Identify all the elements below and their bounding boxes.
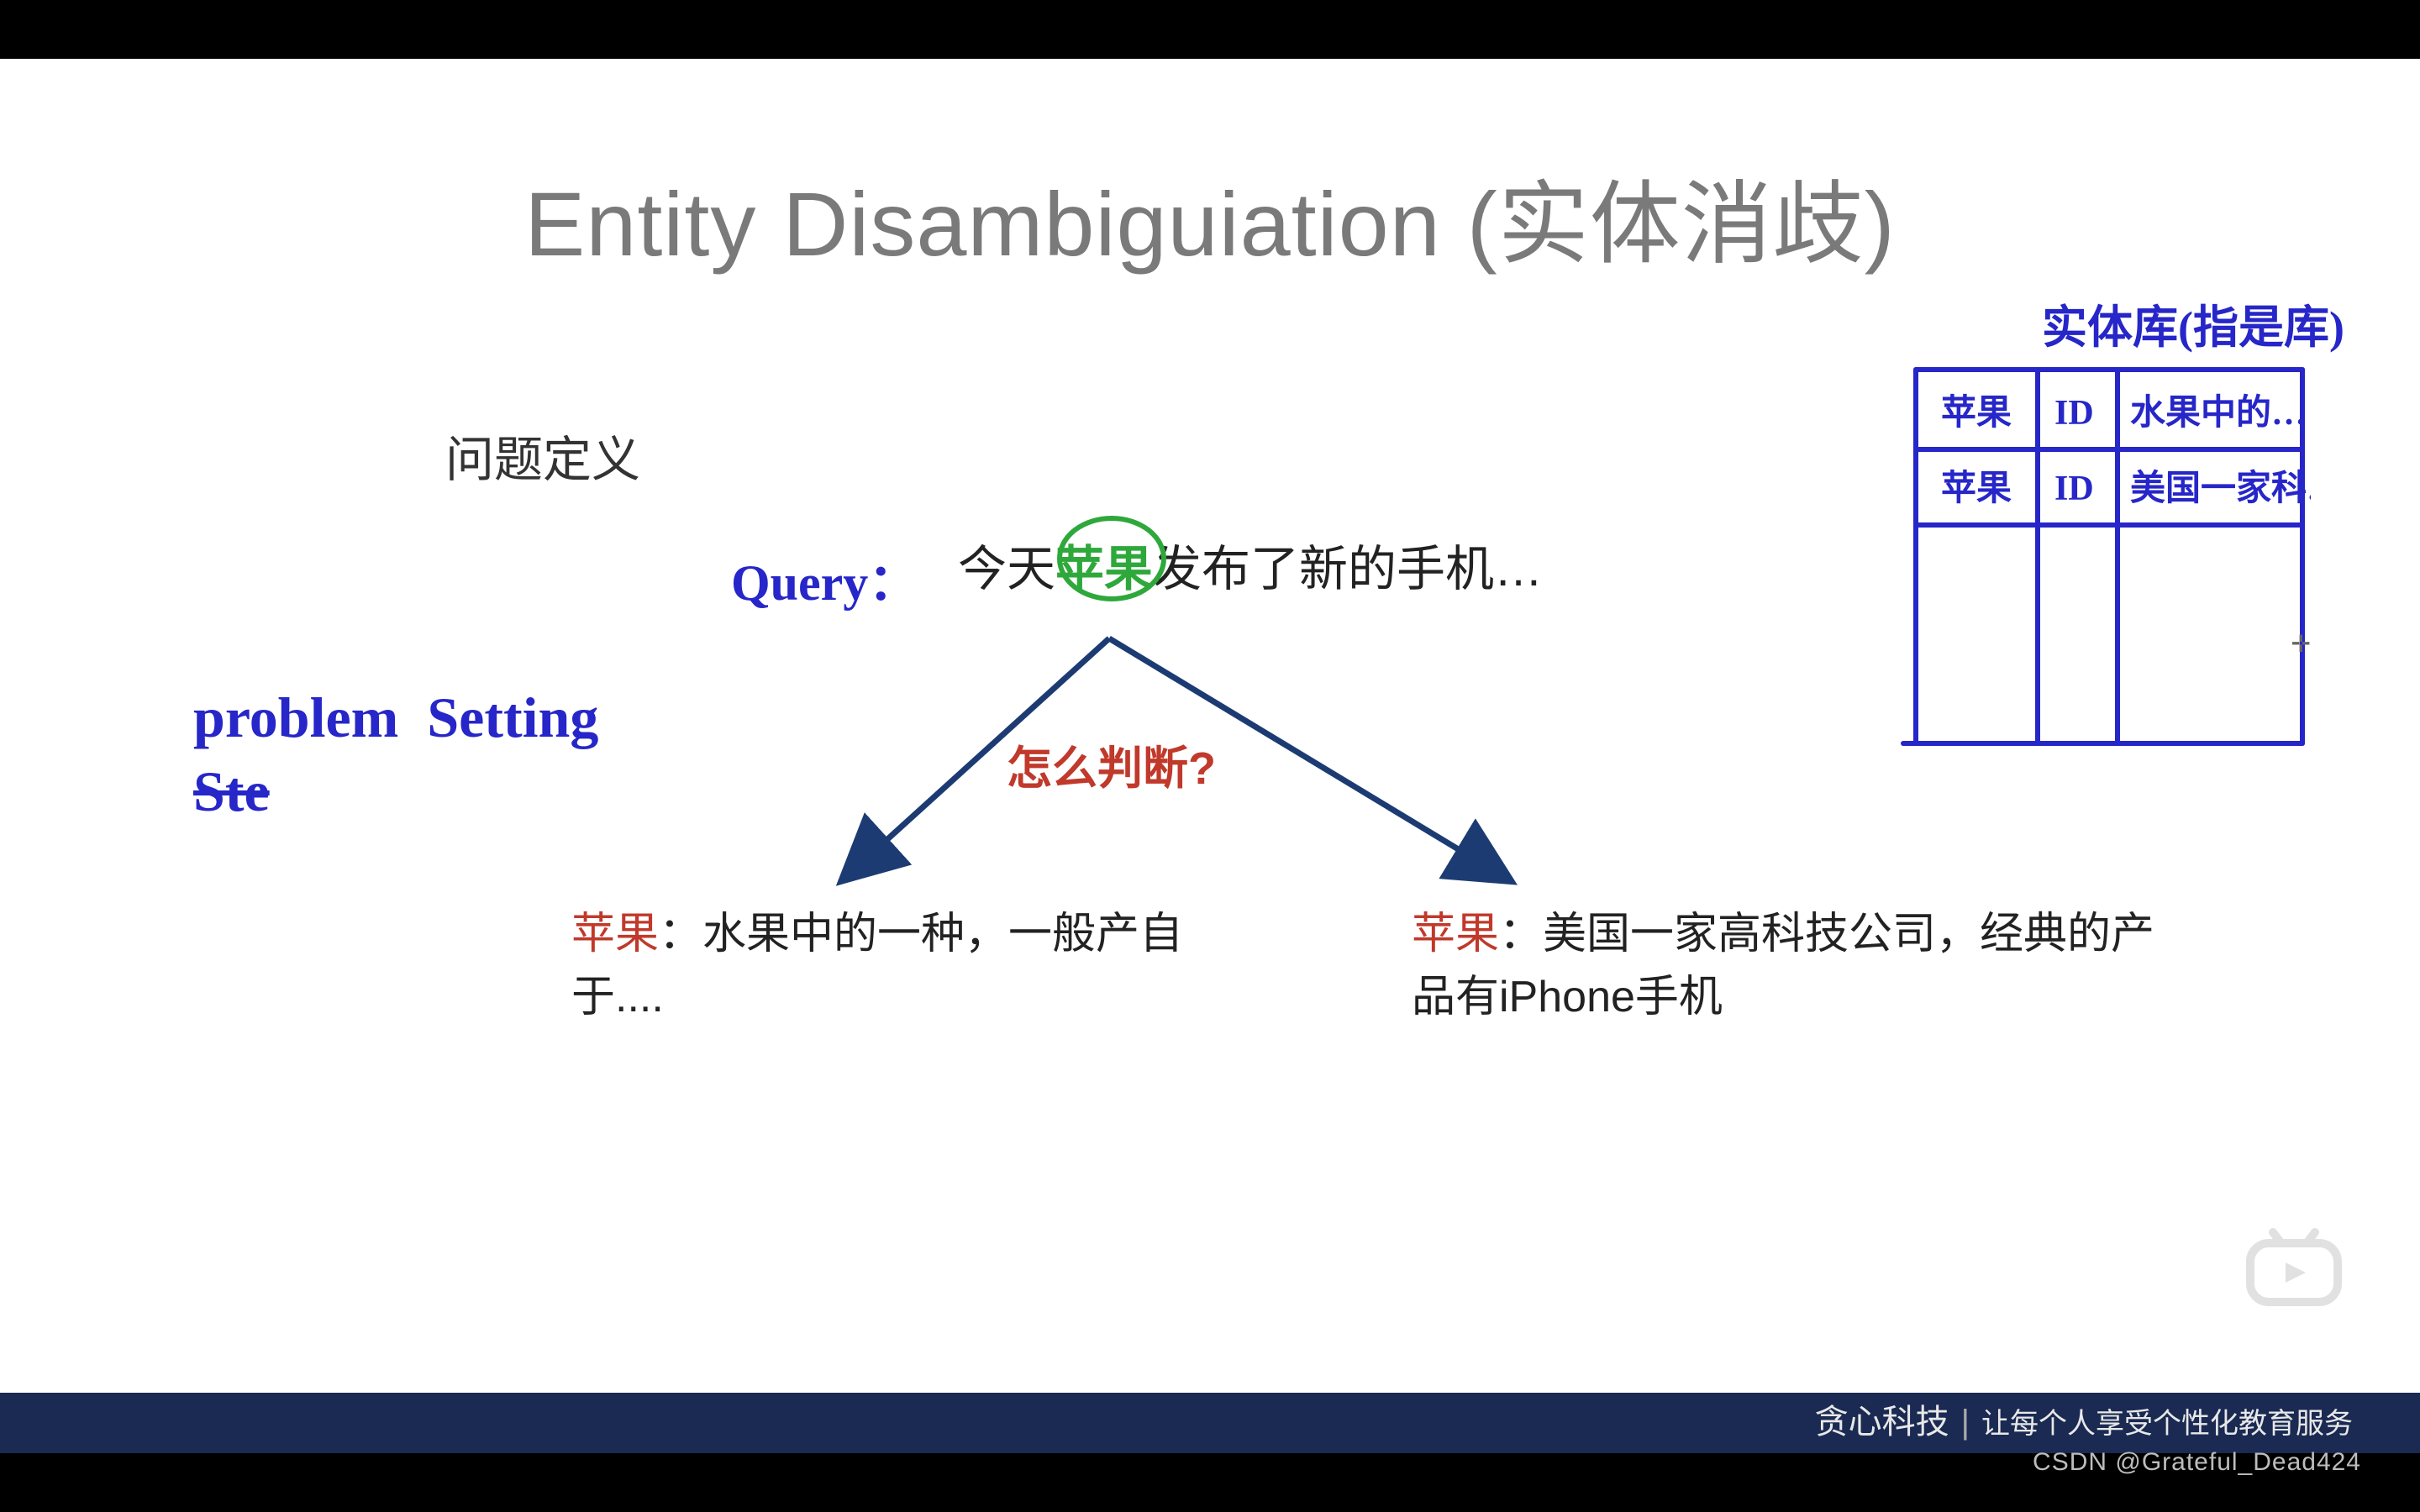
handwritten-word-problem: problem [193,685,398,749]
cursor-crosshair-icon: ✛ [2291,630,2311,658]
db-r1-c2: ID [2054,394,2094,433]
db-r1-c3: 水果中的… [2130,393,2307,433]
db-r2-c2: ID [2054,470,2094,508]
query-sentence: 今天苹果发布了新的手机… [958,529,1543,600]
db-r2-c3: 美国一家科… [2130,469,2311,508]
definition-right-entity: 苹果 [1412,910,1499,958]
footer-divider: | [1961,1404,1970,1441]
definition-right-text: ：美国一家高科技公司，经典的产品有iPhone手机 [1412,910,2154,1021]
footer-bar: 贪心科技 | 让每个人享受个性化教育服务 [0,1393,2420,1453]
footer-tagline: 让每个人享受个性化教育服务 [1981,1408,2353,1440]
slide-stage: Entity Disambiguiation (实体消歧) 问题定义 Query… [0,59,2420,1453]
query-prefix: 今天 [958,542,1055,596]
definition-left: 苹果：水果中的一种，一般产自于.... [571,903,1260,1030]
video-player-icon[interactable] [2244,1222,2344,1306]
footer-brand: 贪心科技 | 让每个人享受个性化教育服务 [1815,1394,2353,1443]
query-entity-highlight: 苹果 [1055,542,1153,596]
definition-left-text: ：水果中的一种，一般产自于.... [571,910,1183,1021]
slide-title: Entity Disambiguiation (实体消歧) [0,151,2420,282]
section-heading: 问题定义 [445,420,640,491]
entity-db-title: 实体库(指是库) [2042,290,2344,356]
watermark-text: CSDN @Grateful_Dead424 [2033,1448,2361,1477]
footer-brand-name: 贪心科技 [1815,1404,1949,1441]
judge-question: 怎么判断? [1007,731,1216,797]
handwritten-strikethrough: Ste [193,759,270,823]
query-suffix: 发布了新的手机… [1153,542,1543,596]
db-r2-c1: 苹果 [1941,469,2012,508]
definition-right: 苹果：美国一家高科技公司，经典的产品有iPhone手机 [1412,903,2193,1030]
query-label-handwritten: Query： [731,542,918,615]
handwritten-note-left: problem Setting Ste [193,680,598,829]
handwritten-word-setting: Setting [427,685,598,749]
entity-db-table: 苹果 ID 水果中的… 苹果 ID 美国一家科… [1891,349,2311,760]
db-r1-c1: 苹果 [1941,393,2012,433]
definition-left-entity: 苹果 [571,910,659,958]
